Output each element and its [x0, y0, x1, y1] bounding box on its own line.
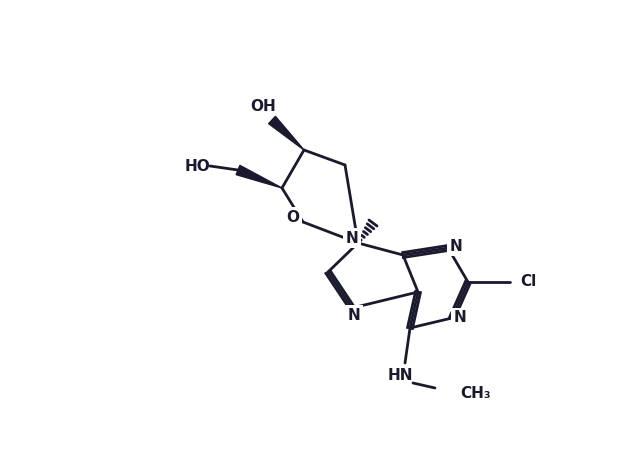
Polygon shape: [236, 165, 282, 188]
Text: N: N: [450, 238, 462, 253]
Text: HO: HO: [184, 158, 210, 173]
Polygon shape: [269, 117, 304, 150]
Text: Cl: Cl: [520, 274, 536, 290]
Text: HN: HN: [387, 368, 413, 383]
Text: O: O: [287, 210, 300, 225]
Text: N: N: [454, 311, 467, 326]
Text: OH: OH: [250, 99, 276, 113]
Text: CH₃: CH₃: [460, 385, 491, 400]
Text: N: N: [348, 307, 360, 322]
Text: N: N: [346, 230, 358, 245]
